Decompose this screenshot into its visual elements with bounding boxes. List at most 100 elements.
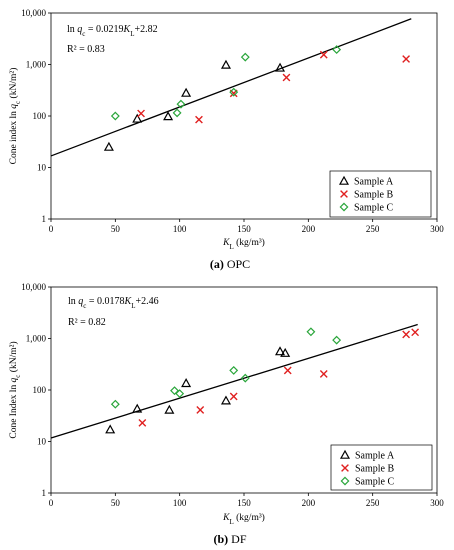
marker-x [283, 366, 292, 375]
x-tick-label: 250 [366, 224, 380, 234]
data-point [411, 328, 420, 337]
legend-marker [340, 190, 348, 198]
x-tick-label: 300 [430, 498, 444, 508]
marker-x [196, 406, 205, 414]
marker-triangle [132, 113, 143, 123]
text-part: OPC [224, 257, 250, 271]
marker-diamond [229, 365, 239, 375]
marker-x [282, 73, 291, 82]
marker-x [229, 392, 238, 401]
data-point [132, 403, 143, 413]
marker-triangle [339, 449, 351, 459]
text-part: +2.82 [134, 24, 157, 35]
y-tick-label: 1,000 [26, 60, 47, 70]
series-sample-c [110, 45, 342, 121]
data-point [280, 347, 291, 357]
data-point [103, 141, 114, 151]
text-part: c [14, 375, 22, 378]
x-tick-label: 50 [111, 498, 121, 508]
series-sample-a [105, 346, 291, 434]
marker-x [411, 328, 420, 337]
text-part: L [229, 518, 233, 526]
legend-marker [339, 449, 351, 459]
text-part: Cone index ln [9, 109, 19, 165]
text-part: (kN/m²) [8, 68, 19, 101]
marker-triangle [280, 347, 291, 357]
text-part: (kN/m²) [8, 341, 19, 374]
marker-diamond [175, 389, 185, 399]
x-tick-label: 200 [302, 498, 316, 508]
marker-diamond [332, 335, 342, 345]
text-part: q [9, 104, 19, 109]
data-point [306, 327, 316, 337]
text-part: K [222, 238, 230, 248]
text-part: (a) [210, 257, 224, 271]
r-squared-label: R² = 0.82 [68, 317, 106, 328]
marker-x [195, 115, 203, 124]
regression-line [50, 18, 412, 157]
x-tick-label: 100 [173, 498, 187, 508]
data-point [138, 418, 147, 427]
marker-diamond [170, 386, 179, 396]
legend-marker [340, 476, 350, 486]
marker-diamond [110, 399, 120, 409]
x-tick-label: 300 [430, 224, 444, 234]
data-point [282, 73, 291, 82]
regression-equation: ln qc = 0.0219KL+2.82 [67, 24, 158, 38]
x-axis-label: KL (kg/m³) [222, 512, 265, 526]
text-part: c [82, 30, 85, 38]
series-sample-c [110, 327, 342, 409]
y-tick-label: 10 [37, 163, 47, 173]
data-point [181, 87, 192, 97]
legend-label: Sample B [355, 464, 394, 475]
y-axis-label: Cone index ln qc (kN/m²) [8, 68, 22, 165]
marker-x [138, 418, 147, 427]
data-point [137, 109, 145, 118]
data-point [110, 111, 120, 121]
marker-x [137, 109, 145, 118]
y-tick-label: 10,000 [21, 8, 46, 18]
data-point [176, 99, 186, 109]
legend-label: Sample C [354, 203, 393, 214]
data-point [196, 406, 205, 414]
legend-label: Sample C [355, 477, 394, 488]
x-tick-label: 200 [302, 224, 316, 234]
text-part: q [9, 377, 19, 382]
marker-triangle [163, 111, 174, 121]
marker-triangle [181, 378, 192, 388]
x-tick-label: 100 [173, 224, 187, 234]
text-part: L [131, 302, 135, 310]
data-point [170, 386, 179, 396]
x-tick-label: 50 [111, 224, 121, 234]
x-tick-label: 250 [366, 498, 380, 508]
data-point [275, 346, 286, 356]
data-point [229, 87, 239, 97]
panel-caption: (a) OPC [210, 257, 250, 271]
data-point [220, 59, 232, 69]
text-part: ln [68, 296, 78, 307]
data-point [319, 370, 328, 378]
legend-label: Sample B [354, 190, 393, 201]
y-tick-label: 1 [42, 214, 47, 224]
text-part: K [124, 296, 133, 307]
marker-diamond [172, 108, 182, 118]
text-part: +2.46 [135, 296, 158, 307]
marker-diamond [240, 52, 250, 62]
text-part: K [123, 24, 132, 35]
y-tick-label: 100 [33, 385, 47, 395]
y-tick-label: 10 [37, 437, 47, 447]
data-point [402, 55, 411, 63]
marker-triangle [275, 62, 286, 72]
marker-diamond [306, 327, 316, 337]
marker-triangle [181, 87, 192, 97]
marker-x [319, 50, 328, 59]
marker-x [340, 190, 348, 198]
y-tick-label: 10,000 [21, 282, 46, 292]
marker-triangle [338, 175, 350, 185]
text-part: L [130, 30, 134, 38]
text-part: c [14, 101, 22, 104]
data-point [181, 378, 192, 388]
data-point [275, 62, 286, 72]
text-part: q [78, 296, 83, 307]
